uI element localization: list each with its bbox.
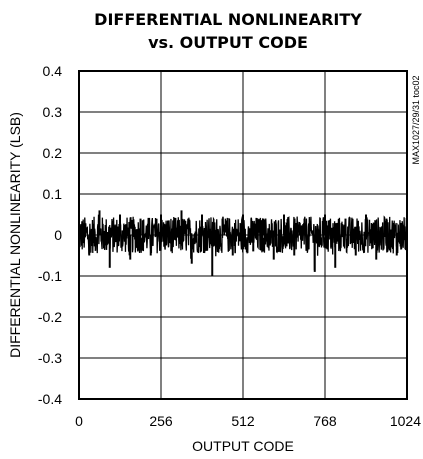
plot-area-frame <box>78 70 408 400</box>
y-tick-label: 0.3 <box>43 104 63 120</box>
x-tick-labels: 0 256 512 768 1024 <box>75 413 421 429</box>
y-tick-label: 0 <box>54 227 62 243</box>
x-tick-label: 768 <box>313 413 337 429</box>
y-tick-label: -0.2 <box>38 309 62 325</box>
y-tick-label: -0.3 <box>38 350 62 366</box>
y-tick-label: 0.4 <box>43 63 63 79</box>
y-axis-label: DIFFERENTIAL NONLINEARITY (LSB) <box>7 112 23 358</box>
x-tick-label: 0 <box>75 413 83 429</box>
y-tick-label: 0.2 <box>43 145 63 161</box>
y-tick-label: -0.4 <box>38 391 62 407</box>
x-tick-label: 512 <box>231 413 255 429</box>
chart-subtitle: vs. OUTPUT CODE <box>148 33 308 52</box>
y-tick-label: 0.1 <box>43 186 63 202</box>
x-tick-label: 1024 <box>390 413 421 429</box>
chart-title: DIFFERENTIAL NONLINEARITY <box>94 10 362 29</box>
y-tick-labels: 0.4 0.3 0.2 0.1 0 -0.1 -0.2 -0.3 -0.4 <box>38 63 62 407</box>
y-tick-label: -0.1 <box>38 268 62 284</box>
figure-code-note: MAX1027/29/31 toc02 <box>411 75 421 164</box>
x-axis-label: OUTPUT CODE <box>192 438 294 454</box>
x-tick-label: 256 <box>149 413 173 429</box>
